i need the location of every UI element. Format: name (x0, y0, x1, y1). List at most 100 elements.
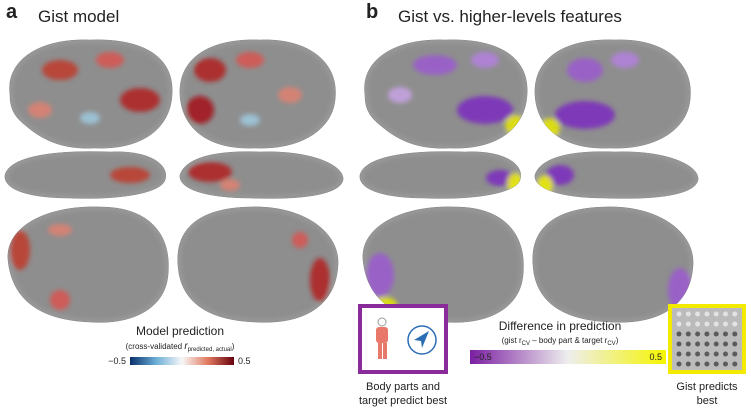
gist-cell (723, 331, 728, 337)
text: (cross-validated (126, 342, 185, 351)
gist-cell (723, 361, 728, 367)
gist-icon (676, 311, 738, 367)
blob (236, 52, 264, 68)
sulcus (7, 206, 169, 323)
gist-cell (723, 311, 728, 317)
body-icon (376, 317, 388, 359)
activation (4, 151, 166, 199)
legend-text: Body parts and (366, 381, 440, 393)
gist-cell (704, 331, 710, 337)
blob (110, 167, 150, 183)
gist-cell (685, 351, 691, 357)
legend-text: best (697, 395, 718, 407)
gist-cell (732, 331, 738, 337)
text: predicted, actual (188, 347, 232, 353)
gist-cell (732, 351, 738, 357)
panel-title: Gist vs. higher-levels features (398, 7, 622, 26)
colorbar-subtitle: (cross-validated rpredicted, actual) (126, 341, 235, 353)
gist-cell (695, 321, 701, 327)
gist-cell (695, 351, 701, 357)
gist-cell (685, 331, 691, 337)
text: – body part & target r (530, 336, 608, 345)
gist-cell (695, 341, 701, 347)
activation (534, 39, 691, 149)
gist-cell (723, 351, 728, 357)
sulcus (177, 206, 339, 323)
brain-views (4, 39, 344, 323)
gist-cell (732, 321, 738, 327)
colorbar-tick: −0.5 (108, 356, 126, 366)
blob (186, 96, 214, 124)
sulcus (4, 151, 166, 199)
blob (120, 88, 160, 112)
gist-cell (713, 321, 719, 327)
blob (310, 258, 330, 302)
gist-cell (676, 321, 682, 327)
colorbar-title: Difference in prediction (499, 319, 622, 333)
gist-cell (676, 361, 682, 367)
gist-cell (685, 311, 691, 317)
text: r (184, 341, 188, 352)
gist-cell (704, 311, 710, 317)
gist-cell (713, 361, 719, 367)
text: ) (232, 342, 235, 351)
gist-cell (713, 341, 719, 347)
blob (611, 52, 639, 68)
blob (96, 52, 124, 68)
activation (179, 39, 336, 149)
text: CV (607, 341, 615, 347)
gist-cell (685, 341, 691, 347)
sulcus (9, 39, 173, 149)
blob (188, 162, 232, 182)
brain-views (359, 39, 699, 323)
colorbar (470, 350, 666, 364)
gist-cell (723, 321, 728, 327)
gist-cell (704, 341, 710, 347)
gist-cell (713, 311, 719, 317)
legend-text: Gist predicts (676, 381, 738, 393)
gist-cell (713, 351, 719, 357)
gist-cell (713, 331, 719, 337)
sulcus (364, 39, 528, 149)
colorbar-tick: 0.5 (649, 352, 662, 362)
blob (42, 60, 78, 80)
blob (48, 224, 72, 236)
blob (10, 230, 30, 270)
blob (413, 55, 457, 75)
sulcus (534, 39, 691, 149)
panel-title: Gist model (38, 7, 119, 26)
blob (486, 170, 514, 186)
panel-label: b (366, 1, 378, 23)
blob (505, 115, 525, 135)
colorbar (130, 357, 234, 365)
blob (278, 87, 302, 103)
blob (507, 173, 521, 193)
gist-cell (695, 361, 701, 367)
colorbar-title: Model prediction (136, 324, 224, 338)
activation (534, 151, 699, 199)
gist-cell (704, 321, 710, 327)
text: CV (522, 341, 530, 347)
blob (194, 58, 226, 82)
blob (50, 290, 70, 310)
blob (388, 87, 412, 103)
blob (471, 52, 499, 68)
gist-cell (732, 341, 738, 347)
gist-cell (704, 351, 710, 357)
colorbar-tick: −0.5 (474, 352, 492, 362)
activation (9, 39, 173, 149)
sulcus (534, 151, 699, 199)
gist-cell (723, 341, 728, 347)
gist-cell (676, 341, 682, 347)
colorbar-tick: 0.5 (238, 356, 251, 366)
colorbar-subtitle: (gist rCV – body part & target rCV) (502, 336, 619, 347)
sulcus (532, 206, 694, 323)
sulcus (179, 151, 344, 199)
activation (364, 39, 528, 149)
legend-box (358, 304, 448, 374)
blob (220, 179, 240, 191)
blob (457, 96, 513, 124)
blob (240, 114, 260, 126)
sulcus (179, 39, 336, 149)
